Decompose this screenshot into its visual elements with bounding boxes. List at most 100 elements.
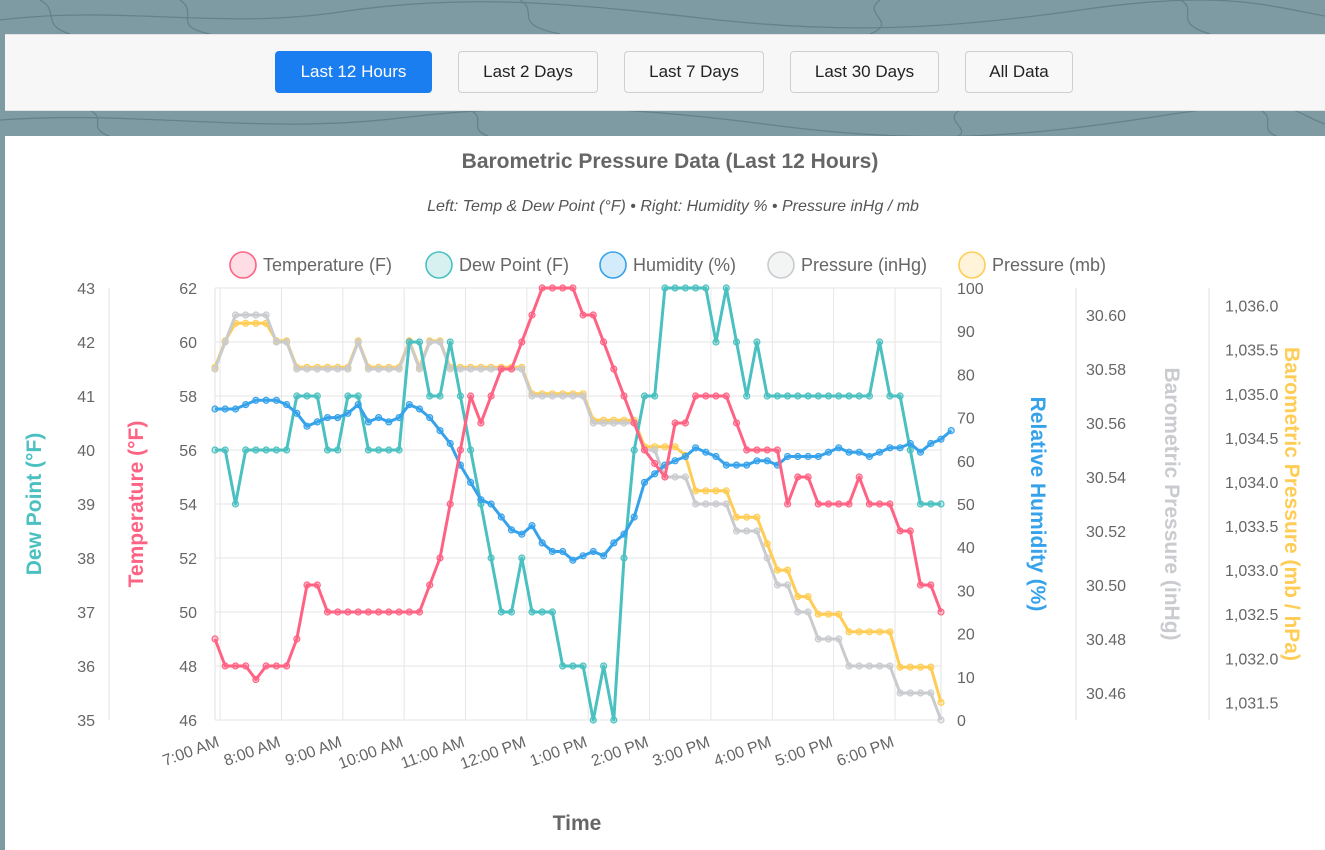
pressure-inhg-tick-label: 30.54: [1086, 470, 1126, 487]
data-point-temperature: [896, 527, 904, 535]
data-point-humidity: [610, 539, 618, 547]
dew-point-tick-label: 43: [77, 281, 95, 298]
last-7-days-button[interactable]: Last 7 Days: [624, 51, 764, 93]
pressure-inhg-tick-label: 30.48: [1086, 632, 1126, 649]
series-line-temperature: [213, 286, 943, 681]
data-point-humidity: [865, 452, 874, 461]
temperature-tick-label: 58: [179, 389, 197, 406]
data-point-pressure_mb: [835, 610, 843, 618]
dew-point-tick-label: 42: [77, 335, 95, 352]
legend-swatch-temperature: [229, 251, 257, 279]
data-point-humidity: [712, 452, 720, 461]
data-point-humidity: [569, 556, 577, 564]
data-point-humidity: [375, 414, 383, 422]
temperature-tick-label: 54: [179, 497, 197, 514]
data-point-temperature: [528, 311, 536, 319]
data-point-temperature: [763, 446, 771, 454]
data-point-humidity: [211, 405, 219, 413]
data-point-temperature: [927, 581, 935, 589]
x-tick-label: 12:00 PM: [458, 734, 528, 773]
all-data-button[interactable]: All Data: [965, 51, 1073, 93]
last-12-hours-button[interactable]: Last 12 Hours: [275, 51, 432, 93]
data-point-temperature: [743, 446, 751, 454]
legend-label-dew_point: Dew Point (F): [459, 255, 569, 275]
data-point-temperature: [415, 608, 424, 616]
data-point-temperature: [385, 608, 393, 616]
x-tick-label: 2:00 PM: [589, 734, 651, 770]
data-point-pressure_inhg: [569, 392, 577, 400]
data-point-temperature: [835, 500, 843, 508]
data-point-pressure_inhg: [415, 365, 424, 373]
series-line-dew_point: [215, 286, 941, 722]
data-point-pressure_inhg: [845, 662, 853, 670]
humidity-tick-label: 90: [957, 324, 975, 341]
data-point-dew_point: [681, 284, 690, 292]
data-point-temperature: [753, 446, 761, 454]
data-point-humidity: [845, 448, 853, 456]
data-point-humidity: [722, 461, 730, 469]
data-point-humidity: [630, 513, 638, 521]
data-point-pressure_inhg: [283, 338, 291, 346]
data-point-temperature: [773, 446, 782, 454]
humidity-tick-label: 80: [957, 367, 975, 384]
data-point-dew_point: [865, 392, 874, 400]
data-point-pressure_inhg: [671, 473, 679, 481]
dew-point-tick-label: 36: [77, 659, 95, 676]
humidity-tick-label: 40: [957, 540, 975, 557]
data-point-temperature: [303, 581, 311, 589]
data-point-pressure_inhg: [364, 365, 372, 373]
data-point-temperature: [211, 635, 219, 643]
data-point-pressure_inhg: [927, 689, 935, 697]
pressure-inhg-tick-label: 30.60: [1086, 308, 1126, 325]
data-point-dew_point: [906, 446, 914, 454]
data-point-temperature: [477, 419, 485, 427]
data-point-humidity: [313, 418, 321, 426]
last-2-days-button[interactable]: Last 2 Days: [458, 51, 598, 93]
data-point-humidity: [344, 409, 352, 417]
data-point-pressure_inhg: [334, 365, 342, 373]
x-tick-label: 10:00 AM: [336, 734, 405, 773]
pressure-mb-tick-label: 1,032.0: [1225, 651, 1278, 668]
data-point-humidity: [640, 478, 649, 486]
data-point-dew_point: [712, 338, 720, 346]
last-30-days-button[interactable]: Last 30 Days: [790, 51, 939, 93]
data-point-humidity: [364, 418, 372, 426]
pressure-mb-tick-label: 1,036.0: [1225, 299, 1278, 316]
pressure-mb-tick-label: 1,034.0: [1225, 475, 1278, 492]
data-point-temperature: [661, 473, 669, 481]
data-point-dew_point: [528, 608, 536, 616]
data-point-humidity: [323, 414, 332, 422]
data-point-humidity: [405, 401, 413, 409]
data-point-humidity: [559, 547, 567, 556]
data-point-pressure_mb: [722, 487, 730, 495]
humidity-tick-label: 100: [957, 281, 984, 298]
data-point-dew_point: [467, 446, 475, 454]
temperature-tick-label: 52: [179, 551, 197, 568]
data-point-humidity: [691, 444, 700, 452]
data-point-humidity: [528, 522, 536, 530]
x-tick-label: 1:00 PM: [528, 734, 590, 770]
data-point-pressure_inhg: [313, 365, 321, 373]
data-point-temperature: [671, 419, 679, 427]
data-point-humidity: [732, 461, 741, 469]
data-point-pressure_inhg: [272, 338, 280, 346]
data-point-pressure_inhg: [691, 500, 700, 508]
data-point-dew_point: [722, 284, 730, 292]
data-point-dew_point: [794, 392, 802, 400]
data-point-dew_point: [630, 446, 638, 454]
humidity-tick-label: 60: [957, 454, 975, 471]
data-point-pressure_inhg: [773, 581, 782, 589]
data-point-temperature: [334, 608, 342, 616]
data-point-pressure_inhg: [211, 365, 219, 373]
pressure-inhg-tick-label: 30.50: [1086, 578, 1126, 595]
data-point-dew_point: [783, 392, 792, 400]
pressure-mb-tick-label: 1,032.5: [1225, 607, 1278, 624]
data-point-humidity: [875, 448, 884, 456]
data-point-temperature: [630, 419, 638, 427]
data-point-temperature: [804, 473, 812, 481]
data-point-dew_point: [323, 446, 332, 454]
data-point-pressure_inhg: [242, 311, 250, 319]
data-point-dew_point: [507, 608, 516, 616]
pressure-mb-tick-label: 1,035.5: [1225, 343, 1278, 360]
data-point-pressure_inhg: [395, 365, 403, 373]
